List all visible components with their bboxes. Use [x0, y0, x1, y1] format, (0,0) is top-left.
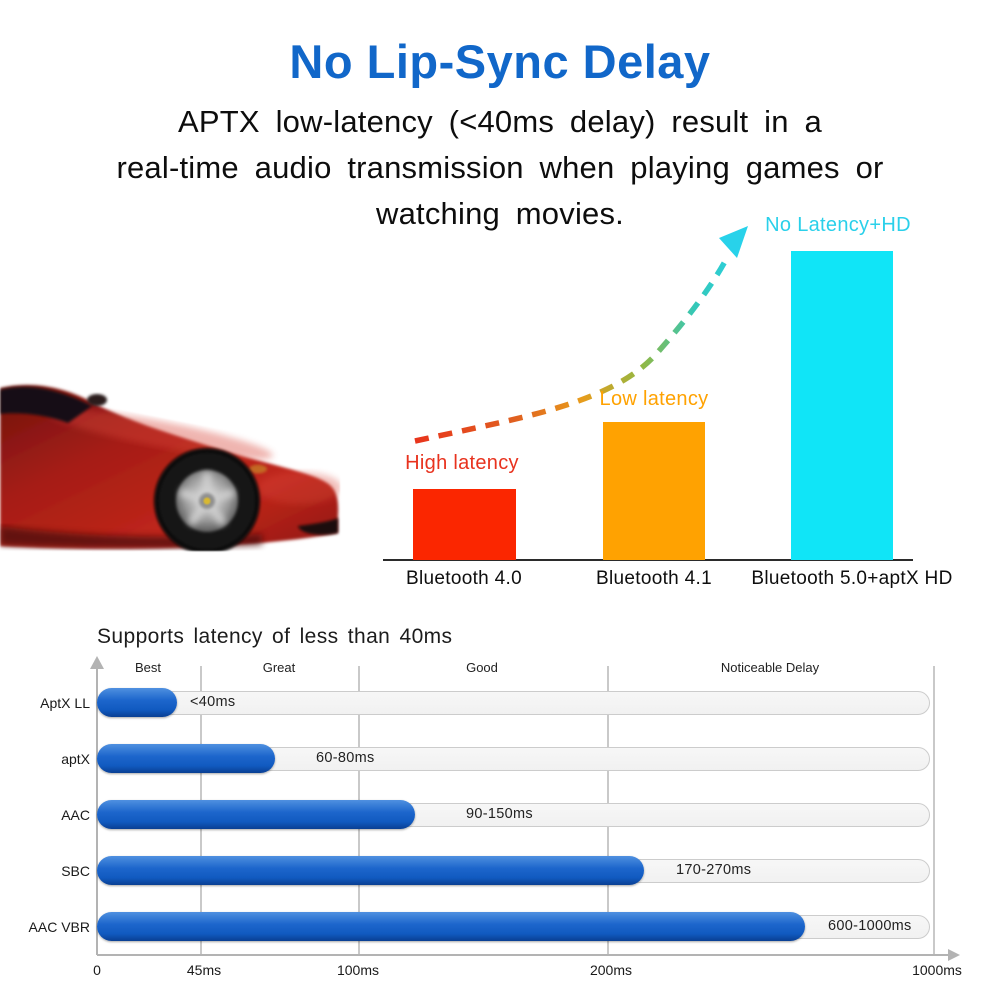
- row-bar: [97, 912, 805, 941]
- car-door-badge: [249, 464, 267, 474]
- sports-car-image: [0, 384, 340, 551]
- x-axis-tick-label: 1000ms: [912, 962, 962, 978]
- subtitle-line-2: real-time audio transmission when playin…: [116, 150, 884, 185]
- zone-header-label: Noticeable Delay: [720, 660, 820, 675]
- car-side-mirror: [87, 394, 107, 406]
- x-axis-tick-label: 45ms: [186, 962, 222, 978]
- row-label: AAC VBR: [28, 919, 90, 935]
- zone-header-label: Best: [134, 660, 162, 675]
- gridline: [933, 666, 935, 955]
- page-title: No Lip-Sync Delay: [289, 35, 711, 88]
- car-front-wheel: [154, 448, 260, 551]
- row-value-label: 90-150ms: [466, 806, 533, 822]
- zone-header-label: Good: [466, 660, 498, 675]
- x-axis-tick-label: 200ms: [589, 962, 633, 978]
- row-label: aptX: [61, 751, 90, 767]
- row-track: [97, 691, 930, 715]
- x-axis-tick-label: 100ms: [336, 962, 380, 978]
- codec-chart-title: Supports latency of less than 40ms: [97, 625, 453, 648]
- row-value-label: 60-80ms: [316, 750, 375, 766]
- subtitle-line-3: watching movies.: [376, 196, 624, 231]
- car-windshield: [0, 386, 92, 423]
- row-value-label: 170-270ms: [676, 862, 752, 878]
- y-axis-arrow-icon: [90, 656, 104, 669]
- row-value-label: 600-1000ms: [828, 918, 912, 934]
- row-label: AptX LL: [40, 695, 90, 711]
- x-axis-line: [97, 954, 950, 956]
- row-bar: [97, 688, 177, 717]
- row-bar: [97, 744, 275, 773]
- subtitle-line-1: APTX low-latency (<40ms delay) result in…: [178, 104, 822, 139]
- row-value-label: <40ms: [190, 694, 236, 710]
- zone-header-label: Great: [262, 660, 296, 675]
- subtitle: APTX low-latency (<40ms delay) result in…: [0, 99, 1000, 237]
- row-label: SBC: [61, 863, 90, 879]
- x-axis-arrow-icon: [948, 949, 960, 961]
- row-bar: [97, 800, 415, 829]
- x-axis-tick-label: 0: [93, 962, 101, 978]
- row-bar: [97, 856, 644, 885]
- row-label: AAC: [61, 807, 90, 823]
